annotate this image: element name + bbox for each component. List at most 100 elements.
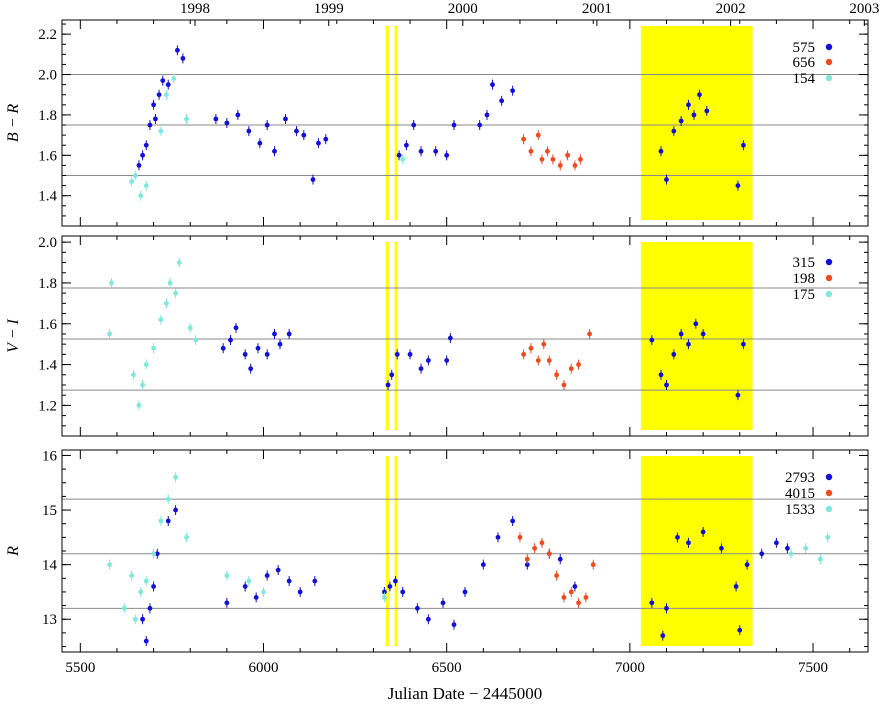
data-point <box>660 633 666 639</box>
data-point <box>316 140 321 146</box>
data-point <box>158 128 164 134</box>
data-point <box>140 152 146 158</box>
data-point <box>425 616 431 622</box>
data-point <box>382 589 387 595</box>
panel-frame <box>61 19 869 227</box>
x-tick-label: 5500 <box>65 660 95 676</box>
data-point <box>528 148 534 154</box>
data-point <box>561 382 567 388</box>
data-point <box>785 545 790 551</box>
data-point <box>143 638 149 644</box>
data-point <box>686 341 691 347</box>
data-point <box>107 562 113 568</box>
y-axis-label: R <box>5 546 22 557</box>
data-point <box>392 578 398 584</box>
y-tick-label: 2.0 <box>38 68 57 84</box>
y-tick-label: 2.2 <box>38 27 57 43</box>
y-tick-label: 1.6 <box>38 148 57 164</box>
year-label: 2002 <box>716 1 746 17</box>
data-point <box>451 622 457 628</box>
data-point <box>151 584 156 589</box>
data-point <box>283 116 288 122</box>
data-point <box>545 148 550 154</box>
data-point <box>158 317 164 323</box>
data-point <box>407 351 413 357</box>
data-point <box>737 627 743 633</box>
data-point <box>286 578 292 584</box>
data-point <box>131 372 136 378</box>
data-point <box>480 562 486 568</box>
data-point <box>440 600 446 606</box>
data-point <box>264 122 270 128</box>
data-point <box>535 358 541 363</box>
panel-frame <box>61 235 869 437</box>
data-point <box>572 163 578 168</box>
data-point <box>224 573 230 578</box>
data-point <box>136 163 142 168</box>
x-tick-label: 7000 <box>615 660 645 676</box>
data-point <box>568 589 574 595</box>
data-point <box>462 589 468 595</box>
data-point <box>176 260 182 265</box>
data-point <box>272 331 277 337</box>
data-point <box>528 345 534 351</box>
data-point <box>678 331 684 337</box>
data-point <box>788 551 794 557</box>
data-point <box>490 82 495 88</box>
data-point <box>664 382 669 388</box>
data-point <box>671 351 677 357</box>
data-point <box>246 578 252 584</box>
data-point <box>539 156 545 162</box>
data-point <box>164 300 169 306</box>
data-point <box>719 545 724 551</box>
data-point <box>228 337 233 343</box>
legend-marker <box>825 489 833 497</box>
data-point <box>143 578 149 584</box>
legend-label: 315 <box>793 255 816 271</box>
data-point <box>510 518 516 524</box>
data-point <box>658 148 664 154</box>
legend-label: 2793 <box>785 470 815 486</box>
y-tick-label: 15 <box>42 503 57 519</box>
data-point <box>107 331 113 337</box>
legend-label: 1533 <box>785 502 815 518</box>
data-point <box>140 382 146 388</box>
data-point <box>264 351 270 357</box>
data-point <box>147 605 153 611</box>
data-point <box>257 140 263 146</box>
highlight-band <box>640 26 753 220</box>
data-point <box>825 534 831 540</box>
data-point <box>576 600 581 606</box>
data-point <box>686 540 691 546</box>
data-point <box>171 76 177 81</box>
data-point <box>759 551 765 557</box>
data-point <box>484 112 490 118</box>
data-point <box>678 118 684 124</box>
data-point <box>160 78 166 83</box>
data-point <box>147 122 153 128</box>
x-tick-label: 6000 <box>249 660 279 676</box>
data-point <box>224 120 230 126</box>
data-point <box>554 372 559 378</box>
data-point <box>143 183 149 189</box>
data-point <box>253 595 259 600</box>
data-point <box>521 351 527 357</box>
highlight-band <box>640 242 753 430</box>
data-point <box>521 136 527 142</box>
data-point <box>671 128 677 134</box>
legend-marker <box>825 258 833 266</box>
data-point <box>700 529 706 535</box>
data-point <box>403 142 409 148</box>
data-point <box>151 551 156 557</box>
data-point <box>394 351 400 357</box>
data-point <box>686 102 691 108</box>
data-point <box>153 116 158 122</box>
data-point <box>301 132 307 138</box>
data-point <box>554 573 559 578</box>
data-point <box>418 366 424 372</box>
data-point <box>675 534 680 540</box>
data-point <box>433 148 439 154</box>
data-point <box>277 341 283 347</box>
data-point <box>294 128 299 134</box>
data-point <box>158 518 164 524</box>
